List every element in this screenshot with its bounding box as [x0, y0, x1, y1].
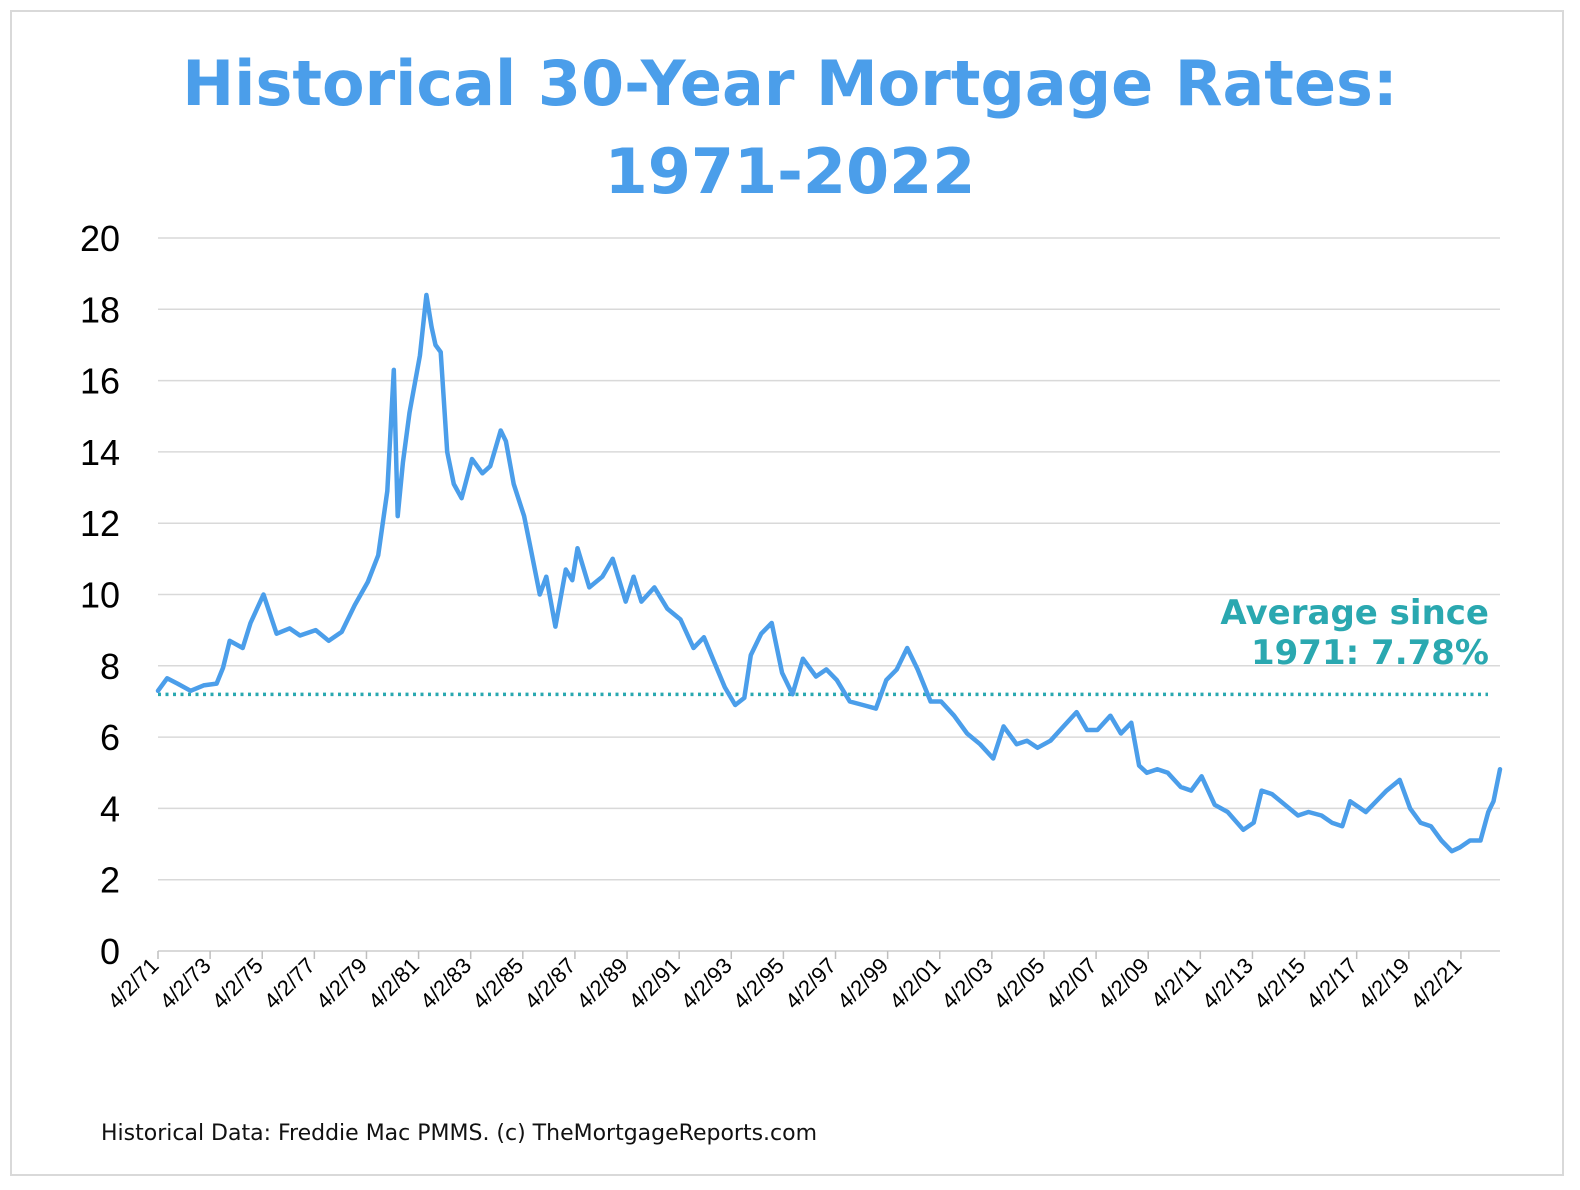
chart-frame: [10, 10, 1564, 1176]
average-annotation-line2: 1971: 7.78%: [1251, 633, 1489, 673]
y-tick-label: 20: [80, 218, 120, 259]
x-tick-label: 4/2/09: [1093, 953, 1154, 1014]
x-tick-label: 4/2/79: [311, 953, 372, 1014]
y-tick-label: 18: [80, 289, 120, 330]
x-tick-label: 4/2/75: [207, 953, 268, 1014]
chart-title-block: Historical 30-Year Mortgage Rates: 1971-…: [0, 40, 1580, 216]
x-tick-label: 4/2/73: [155, 953, 216, 1014]
y-tick-label: 8: [100, 646, 120, 687]
x-tick-label: 4/2/95: [728, 953, 789, 1014]
y-tick-label: 10: [80, 575, 120, 616]
x-tick-label: 4/2/17: [1301, 953, 1362, 1014]
y-tick-label: 12: [80, 503, 120, 544]
x-tick-label: 4/2/13: [1197, 953, 1258, 1014]
y-tick-label: 0: [100, 931, 120, 972]
chart-title: Historical 30-Year Mortgage Rates:: [182, 47, 1398, 120]
series-line: [155, 292, 1503, 854]
x-tick-label: 4/2/15: [1249, 953, 1310, 1014]
x-tick-label: 4/2/81: [363, 953, 424, 1014]
x-tick-label: 4/2/77: [259, 953, 320, 1014]
x-tick-label: 4/2/97: [780, 953, 841, 1014]
average-annotation-line1: Average since: [1220, 593, 1489, 633]
x-tick-label: 4/2/99: [832, 953, 893, 1014]
x-tick-label: 4/2/91: [624, 953, 685, 1014]
y-tick-label: 6: [100, 717, 120, 758]
x-tick-label: 4/2/21: [1406, 953, 1467, 1014]
x-tick-label: 4/2/03: [936, 953, 997, 1014]
x-tick-label: 4/2/93: [676, 953, 737, 1014]
x-tick-label: 4/2/05: [989, 953, 1050, 1014]
chart-subtitle: 1971-2022: [604, 135, 976, 208]
x-tick-label: 4/2/85: [467, 953, 528, 1014]
y-tick-label: 4: [100, 788, 120, 829]
x-tick-label: 4/2/01: [884, 953, 945, 1014]
x-tick-label: 4/2/07: [1041, 953, 1102, 1014]
y-tick-label: 16: [80, 361, 120, 402]
x-tick-label: 4/2/87: [520, 953, 581, 1014]
y-tick-label: 14: [80, 432, 120, 473]
y-tick-label: 2: [100, 860, 120, 901]
source-footer: Historical Data: Freddie Mac PMMS. (c) T…: [101, 1121, 818, 1146]
x-tick-label: 4/2/19: [1353, 953, 1414, 1014]
x-tick-label: 4/2/83: [415, 953, 476, 1014]
x-tick-label: 4/2/11: [1146, 953, 1206, 1013]
x-tick-label: 4/2/89: [572, 953, 633, 1014]
